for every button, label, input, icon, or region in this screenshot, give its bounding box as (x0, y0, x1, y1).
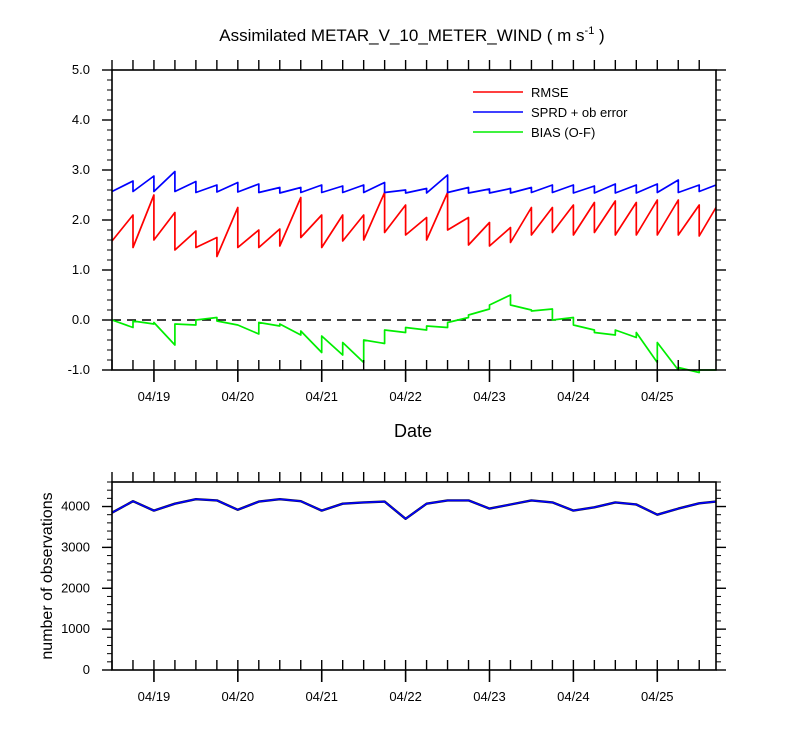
legend-label-sprd: SPRD + ob error (531, 105, 628, 120)
bottom-x-tick-label: 04/21 (305, 689, 338, 704)
top-series-group (111, 170, 717, 374)
bottom-series-group (111, 498, 717, 520)
top-x-tick-label: 04/21 (305, 389, 338, 404)
bottom-x-tick-label: 04/24 (557, 689, 590, 704)
bias-line (111, 294, 716, 374)
legend-label-rmse: RMSE (531, 85, 569, 100)
bottom-y-tick-label: 3000 (61, 539, 90, 554)
bottom-y-tick-label: 0 (83, 662, 90, 677)
sprd-line (111, 170, 717, 194)
obs-line (111, 498, 717, 520)
top-y-tick-label: -1.0 (68, 362, 90, 377)
bottom-ticks-group: 04/19 04/20 04/21 04/22 04/23 04/24 04/25 0 1000… (61, 472, 726, 704)
legend-label-bias: BIAS (O-F) (531, 125, 595, 140)
top-x-tick-label: 04/20 (222, 389, 255, 404)
bottom-x-tick-label: 04/19 (138, 689, 171, 704)
bottom-y-axis-label: number of observations (39, 492, 56, 659)
rmse-line (111, 191, 717, 258)
bottom-x-tick-label: 04/22 (389, 689, 422, 704)
obs-line-shadow (111, 498, 717, 520)
bottom-x-tick-label: 04/20 (222, 689, 255, 704)
top-y-tick-label: 1.0 (72, 262, 90, 277)
top-x-tick-label: 04/19 (138, 389, 171, 404)
top-y-tick-label: 4.0 (72, 112, 90, 127)
top-y-tick-label: 2.0 (72, 212, 90, 227)
legend: RMSE SPRD + ob error BIAS (O-F) (473, 85, 628, 140)
top-x-tick-label: 04/22 (389, 389, 422, 404)
top-y-tick-label: 0.0 (72, 312, 90, 327)
bottom-x-tick-label: 04/25 (641, 689, 674, 704)
bottom-plot-frame (111, 481, 717, 671)
bottom-plot: 04/19 04/20 04/21 04/22 04/23 04/24 04/25 0 1000… (39, 472, 726, 704)
bottom-x-tick-label: 04/23 (473, 689, 506, 704)
top-y-tick-label: 3.0 (72, 162, 90, 177)
top-plot-frame (111, 69, 717, 371)
top-x-tick-label: 04/25 (641, 389, 674, 404)
top-ticks-group: 04/19 04/20 04/21 04/22 04/23 04/24 04/25 -1.0 0… (68, 60, 726, 404)
bottom-y-tick-label: 2000 (61, 580, 90, 595)
top-x-axis-label: Date (394, 421, 432, 441)
top-title: Assimilated METAR_V_10_METER_WIND ( m s-… (219, 25, 604, 45)
top-x-tick-label: 04/24 (557, 389, 590, 404)
bottom-y-tick-label: 4000 (61, 499, 90, 514)
top-plot: Assimilated METAR_V_10_METER_WIND ( m s-… (68, 25, 726, 441)
top-x-tick-label: 04/23 (473, 389, 506, 404)
top-y-tick-label: 5.0 (72, 62, 90, 77)
bottom-y-tick-label: 1000 (61, 621, 90, 636)
